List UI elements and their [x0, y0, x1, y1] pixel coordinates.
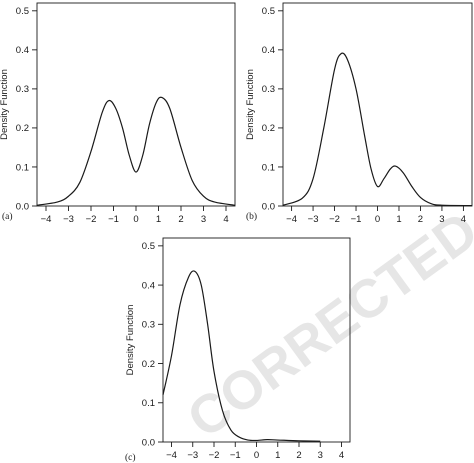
panel-label: (a): [2, 211, 13, 222]
panel-label: (c): [125, 452, 136, 463]
chart-panel-1: −4 −3 −2 −1 0 1 2 3 4 0.0 0.1 0.2 0.3 0.4 0.5 Density F…: [0, 2, 236, 225]
x-tick-label: −1: [230, 450, 241, 461]
x-tick-label: −1: [108, 214, 119, 225]
x-tick-label: −4: [286, 214, 297, 225]
watermark: CORRECTED PROOF: [177, 78, 474, 449]
x-tick-label: 2: [178, 214, 183, 225]
y-tick-label: 0.5: [262, 6, 275, 17]
x-tick-label: 0: [375, 214, 380, 225]
y-tick-label: 0.5: [16, 6, 29, 17]
y-tick-label: 0.4: [16, 45, 29, 56]
y-axis-label: Density Function: [125, 305, 136, 376]
plot-frame: [282, 2, 473, 207]
chart-panel-2: −4 −3 −2 −1 0 1 2 3 4 0.0 0.1 0.2 0.3 0.4 0.5 Density F…: [245, 2, 473, 225]
y-tick-label: 0.0: [142, 437, 155, 448]
y-tick-label: 0.2: [142, 359, 155, 370]
x-tick-label: −2: [329, 214, 340, 225]
x-tick-label: 1: [156, 214, 161, 225]
x-tick-label: 1: [396, 214, 401, 225]
y-tick-label: 0.1: [142, 398, 155, 409]
y-tick-label: 0.1: [262, 162, 275, 173]
x-tick-label: −3: [187, 450, 198, 461]
y-tick-label: 0.2: [262, 123, 275, 134]
y-tick-label: 0.0: [262, 201, 275, 212]
x-tick-label: 0: [133, 214, 138, 225]
x-tick-label: 4: [339, 450, 344, 461]
y-axis-label: Density Function: [245, 69, 256, 140]
x-tick-label: −1: [351, 214, 362, 225]
chart-panel-3: −4 −3 −2 −1 0 1 2 3 4 0.0 0.1 0.2 0.3 0.4 0.5 Density F…: [125, 237, 351, 463]
x-tick-label: 3: [439, 214, 444, 225]
x-tick-label: 2: [418, 214, 423, 225]
y-tick-label: 0.3: [142, 320, 155, 331]
x-tick-label: −2: [209, 450, 220, 461]
x-tick-label: 2: [296, 450, 301, 461]
density-curve: [162, 270, 321, 442]
x-tick-label: 4: [223, 214, 228, 225]
density-curve: [282, 52, 473, 207]
y-tick-label: 0.3: [262, 84, 275, 95]
y-tick-label: 0.4: [142, 280, 155, 291]
y-tick-label: 0.1: [16, 162, 29, 173]
y-tick-label: 0.0: [16, 201, 29, 212]
y-tick-label: 0.5: [142, 241, 155, 252]
y-axis-label: Density Function: [0, 69, 10, 140]
x-tick-label: 3: [318, 450, 323, 461]
x-tick-label: 3: [201, 214, 206, 225]
y-tick-label: 0.2: [16, 123, 29, 134]
x-tick-label: 4: [461, 214, 466, 225]
x-tick-label: −4: [166, 450, 177, 461]
density-curve: [36, 96, 236, 206]
x-tick-label: −3: [63, 214, 74, 225]
plot-frame: [36, 2, 236, 207]
x-tick-label: 1: [275, 450, 280, 461]
y-tick-label: 0.3: [16, 84, 29, 95]
x-tick-label: −3: [308, 214, 319, 225]
y-tick-label: 0.4: [262, 45, 275, 56]
x-tick-label: −4: [41, 214, 52, 225]
panel-label: (b): [246, 211, 257, 222]
x-tick-label: 0: [254, 450, 259, 461]
x-tick-label: −2: [86, 214, 97, 225]
